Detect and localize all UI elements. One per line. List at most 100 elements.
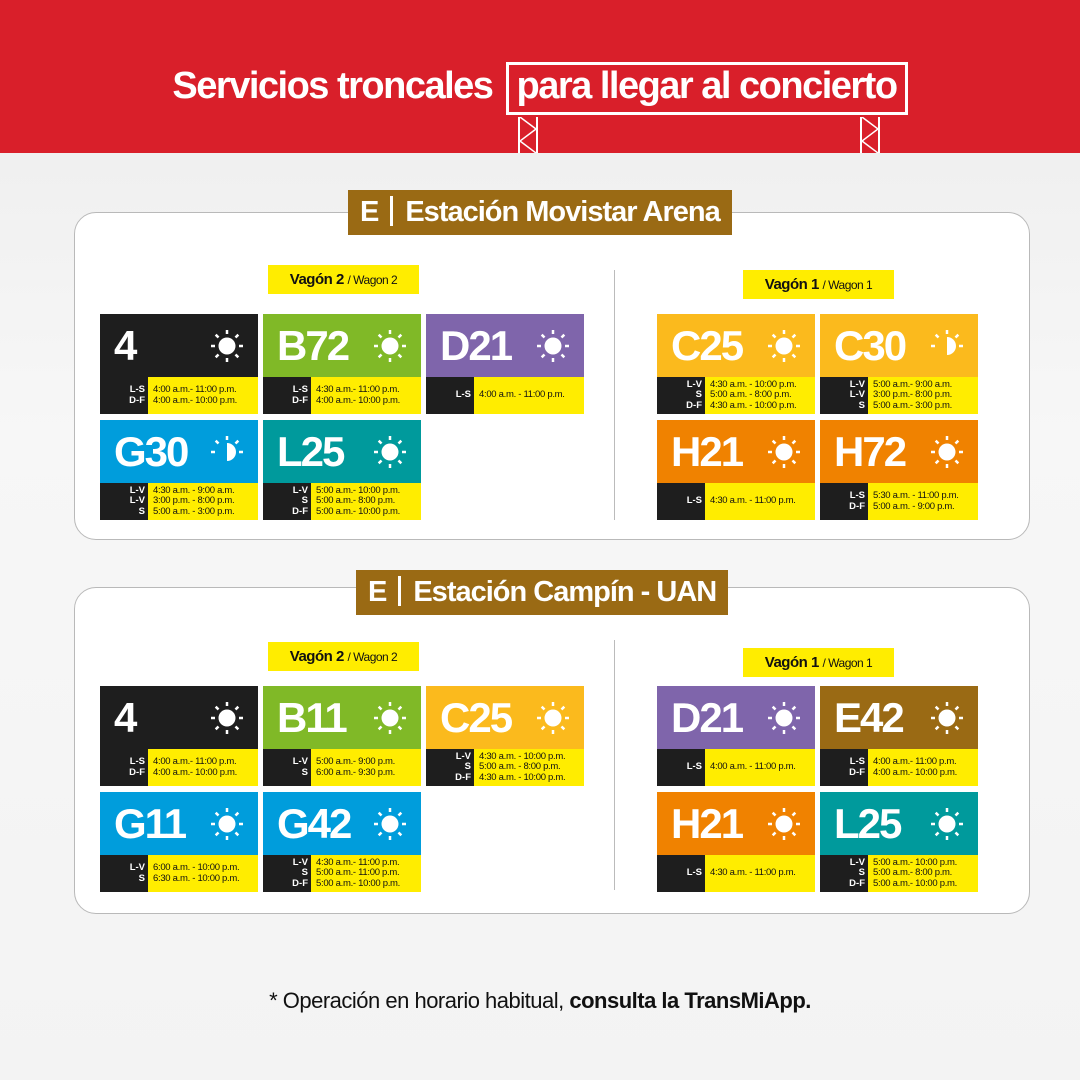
half-sun-icon <box>930 329 964 363</box>
days-label: S <box>301 766 308 778</box>
route-card-H21[interactable]: H21 L-S 4:30 a.m. - 11:00 p.m. <box>657 420 815 520</box>
route-card-4[interactable]: 4 L-S D-F 4:00 a.m.- 11:00 p.m. 4:00 a.m.- 1… <box>100 314 258 414</box>
route-card-C30[interactable]: C30 L-V L-V S 5:00 a.m.- 9:00 a.m. 3:00 p.m.-… <box>820 314 978 414</box>
days-label: D-F <box>686 399 702 411</box>
route-card-E42[interactable]: E42 L-S D-F 4:00 a.m.- 11:00 p.m. 4:00 a.m.-… <box>820 686 978 786</box>
sun-icon <box>536 701 570 735</box>
route-code: B11 <box>277 694 348 741</box>
page-title: Servicios troncales para llegar al conci… <box>0 62 1080 115</box>
schedule-hours: 5:00 a.m.- 9:00 p.m. 6:00 a.m.- 9:30 p.m. <box>311 749 421 786</box>
days-label: D-F <box>129 394 145 406</box>
hours-label: 5:00 a.m. - 8:00 p.m. <box>479 761 561 773</box>
wagon-name: Vagón 1 <box>764 276 820 293</box>
schedule-hours: 4:00 a.m. - 11:00 p.m. <box>474 377 584 414</box>
schedule-days: L-S D-F <box>263 377 311 414</box>
route-grid: D21 L-S 4:00 a.m. - 11:00 p.m. E42 L-S D-F 4:0… <box>657 686 978 892</box>
route-card-B11[interactable]: B11 L-V S 5:00 a.m.- 9:00 p.m. 6:00 a.m.- 9:… <box>263 686 421 786</box>
schedule-days: L-V S D-F <box>263 855 311 892</box>
hours-label: 4:30 a.m. - 11:00 p.m. <box>710 495 796 507</box>
schedule-days: L-V S D-F <box>426 749 474 786</box>
route-card-G30[interactable]: G30 L-V L-V S 4:30 a.m. - 9:00 a.m. 3:00 p.m.… <box>100 420 258 520</box>
route-card-H21[interactable]: H21 L-S 4:30 a.m. - 11:00 p.m. <box>657 792 815 892</box>
schedule-days: L-S <box>657 749 705 786</box>
route-card-B72[interactable]: B72 L-S D-F 4:30 a.m.- 11:00 p.m. 4:00 a.m.-… <box>263 314 421 414</box>
wagon-name-en: / Wagon 2 <box>347 273 398 287</box>
sun-icon <box>536 329 570 363</box>
schedule-days: L-S D-F <box>820 749 868 786</box>
route-card-D21[interactable]: D21 L-S 4:00 a.m. - 11:00 p.m. <box>657 686 815 786</box>
days-label: L-V <box>455 750 471 762</box>
hours-label: 5:00 a.m. - 9:00 p.m. <box>873 500 955 512</box>
schedule-days: L-V L-V S <box>100 483 148 520</box>
hours-label: 4:30 a.m. - 9:00 a.m. <box>153 484 235 496</box>
days-label: D-F <box>455 771 471 783</box>
days-label: L-S <box>849 490 865 501</box>
route-card-G42[interactable]: G42 L-V S D-F 4:30 a.m.- 11:00 p.m. 5:00 a.m.… <box>263 792 421 892</box>
route-card-4[interactable]: 4 L-S D-F 4:00 a.m.- 11:00 p.m. 4:00 a.m.- 1… <box>100 686 258 786</box>
schedule-days: L-S D-F <box>100 749 148 786</box>
hours-label: 5:00 a.m.- 8:00 p.m. <box>873 867 953 879</box>
station-label: E Estación Campín - UAN <box>356 570 729 615</box>
station-zone-letter: E <box>368 576 387 608</box>
route-card-L25[interactable]: L25 L-V S D-F 5:00 a.m.- 10:00 p.m. 5:00 a.m.… <box>820 792 978 892</box>
sun-icon <box>210 701 244 735</box>
days-label: D-F <box>849 500 865 512</box>
schedule-hours: 5:30 a.m. - 11:00 p.m. 5:00 a.m. - 9:00 p… <box>868 483 978 520</box>
days-label: L-V <box>129 495 145 507</box>
schedule-hours: 5:00 a.m.- 9:00 a.m. 3:00 p.m.- 8:00 p.m.… <box>868 377 978 414</box>
title-part2: para llegar al concierto <box>516 65 899 107</box>
billboard-leg <box>860 117 880 153</box>
route-card-C25[interactable]: C25 L-V S D-F 4:30 a.m. - 10:00 p.m. 5:00 a.m… <box>657 314 815 414</box>
days-label: L-V <box>292 856 308 868</box>
route-code: C30 <box>834 322 907 369</box>
sun-icon <box>767 807 801 841</box>
schedule-hours: 4:30 a.m. - 11:00 p.m. <box>705 483 815 520</box>
hours-label: 5:00 a.m.- 10:00 p.m. <box>316 484 400 496</box>
hours-label: 5:00 a.m. - 3:00 p.m. <box>153 505 235 517</box>
header-banner: Servicios troncales para llegar al conci… <box>0 0 1080 153</box>
schedule-hours: 4:30 a.m. - 10:00 p.m. 5:00 a.m. - 8:00 p… <box>474 749 584 786</box>
hours-label: 5:00 a.m.- 10:00 p.m. <box>873 877 957 889</box>
schedule-days: L-S <box>657 855 705 892</box>
hours-label: 5:00 a.m.- 9:00 a.m. <box>873 378 953 390</box>
days-label: L-S <box>129 384 145 395</box>
schedule-days: L-V S D-F <box>657 377 705 414</box>
billboard-leg <box>518 117 538 153</box>
sun-icon <box>373 807 407 841</box>
schedule-hours: 6:00 a.m. - 10:00 p.m. 6:30 a.m. - 10:00 … <box>148 855 258 892</box>
route-card-D21[interactable]: D21 L-S 4:00 a.m. - 11:00 p.m. <box>426 314 584 414</box>
hours-label: 5:00 a.m.- 9:00 p.m. <box>316 756 396 767</box>
wagon-divider <box>614 640 615 890</box>
hours-label: 4:30 a.m.- 11:00 p.m. <box>316 856 400 868</box>
days-label: D-F <box>292 505 308 517</box>
footer-text: * Operación en horario habitual, <box>269 988 570 1013</box>
route-code: L25 <box>834 800 902 847</box>
hours-label: 5:00 a.m.- 3:00 p.m. <box>873 399 953 411</box>
hours-label: 6:30 a.m. - 10:00 p.m. <box>153 872 240 884</box>
hours-label: 5:00 a.m.- 10:00 p.m. <box>873 856 957 868</box>
sun-icon <box>373 701 407 735</box>
sun-icon <box>210 329 244 363</box>
wagon-label: Vagón 1 / Wagon 1 <box>743 270 894 299</box>
route-card-G11[interactable]: G11 L-V S 6:00 a.m. - 10:00 p.m. 6:30 a.m. -… <box>100 792 258 892</box>
route-card-L25[interactable]: L25 L-V S D-F 5:00 a.m.- 10:00 p.m. 5:00 a.m.… <box>263 420 421 520</box>
hours-label: 4:00 a.m.- 10:00 p.m. <box>316 394 400 406</box>
hours-label: 4:30 a.m. - 10:00 p.m. <box>710 378 797 390</box>
wagon-label: Vagón 1 / Wagon 1 <box>743 648 894 677</box>
route-card-H72[interactable]: H72 L-S D-F 5:30 a.m. - 11:00 p.m. 5:00 a.m.… <box>820 420 978 520</box>
hours-label: 5:00 a.m. - 8:00 p.m. <box>710 389 792 401</box>
days-label: S <box>301 495 308 507</box>
route-code: D21 <box>440 322 513 369</box>
days-label: L-V <box>849 856 865 868</box>
route-code: C25 <box>671 322 744 369</box>
hours-label: 4:30 a.m.- 11:00 p.m. <box>316 384 400 395</box>
sun-icon <box>767 329 801 363</box>
hours-label: 4:00 a.m.- 11:00 p.m. <box>153 756 237 767</box>
route-card-C25[interactable]: C25 L-V S D-F 4:30 a.m. - 10:00 p.m. 5:00 a.m… <box>426 686 584 786</box>
hours-label: 4:30 a.m. - 10:00 p.m. <box>479 750 566 762</box>
schedule-days: L-V S <box>263 749 311 786</box>
hours-label: 4:00 a.m. - 11:00 p.m. <box>479 389 565 401</box>
days-label: D-F <box>292 394 308 406</box>
footer-app-link: consulta la TransMiApp. <box>569 988 811 1013</box>
days-label: L-V <box>292 484 308 496</box>
